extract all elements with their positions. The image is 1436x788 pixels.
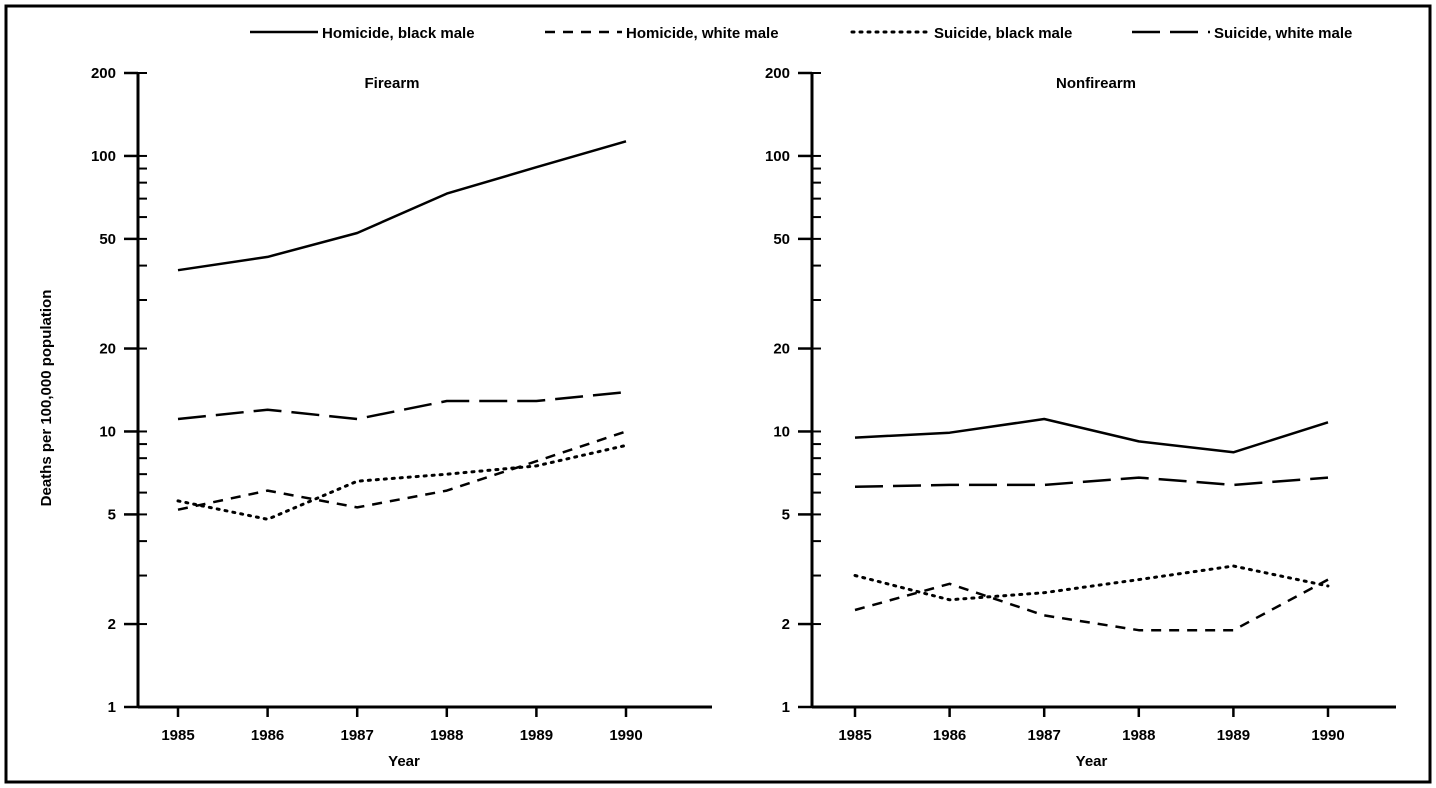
y-tick-label-20: 20 (99, 341, 116, 358)
y-tick-label-100: 100 (765, 148, 790, 165)
x-tick-label-1989: 1989 (1217, 727, 1250, 744)
legend-item-homicide-black-male: Homicide, black male (250, 25, 475, 42)
legend: Homicide, black male Homicide, white mal… (250, 25, 1352, 42)
y-tick-label-5: 5 (782, 506, 790, 523)
series-line-suicide-black-male (176, 443, 628, 521)
y-tick-label-5: 5 (108, 506, 116, 523)
x-tick-label-1989: 1989 (520, 727, 553, 744)
x-tick-label-1987: 1987 (1028, 727, 1061, 744)
panel-nonfirearm: Nonfirearm 1 2 5 10 20 50 100 200 1985 1986 1987 198… (765, 65, 1396, 770)
x-tick-label-1985: 1985 (838, 727, 871, 744)
x-tick-label-1985: 1985 (161, 727, 194, 744)
legend-label-suicide-white-male: Suicide, white male (1214, 25, 1352, 42)
y-tick-label-10: 10 (99, 423, 116, 440)
legend-item-suicide-white-male: Suicide, white male (1132, 25, 1352, 42)
y-tick-label-10: 10 (773, 423, 790, 440)
series-line-homicide-white-male (177, 430, 627, 511)
figure-border (4, 4, 1432, 784)
y-tick-label-200: 200 (765, 65, 790, 82)
x-tick-label-1986: 1986 (933, 727, 966, 744)
y-tick-label-20: 20 (773, 341, 790, 358)
y-tick-label-2: 2 (108, 616, 116, 633)
legend-label-homicide-black-male: Homicide, black male (322, 25, 475, 42)
x-tick-label-1986: 1986 (251, 727, 284, 744)
panel-title-firearm: Firearm (364, 75, 419, 92)
panel-firearm: Firearm 1 2 5 10 20 50 100 200 1985 1986 1987 1988 19… (91, 65, 712, 770)
x-tick-label-1988: 1988 (1122, 727, 1155, 744)
x-tick-label-1990: 1990 (1311, 727, 1344, 744)
series-line-suicide-black-male (853, 564, 1330, 602)
x-tick-label-1987: 1987 (341, 727, 374, 744)
legend-label-suicide-black-male: Suicide, black male (934, 25, 1072, 42)
y-tick-label-2: 2 (782, 616, 790, 633)
y-tick-label-1: 1 (782, 699, 790, 716)
legend-label-homicide-white-male: Homicide, white male (626, 25, 779, 42)
panel-title-nonfirearm: Nonfirearm (1056, 75, 1136, 92)
legend-item-homicide-white-male: Homicide, white male (545, 25, 779, 42)
x-tick-label-1988: 1988 (430, 727, 463, 744)
x-axis-title: Year (1076, 753, 1108, 770)
y-tick-label-100: 100 (91, 148, 116, 165)
series-line-homicide-black-male (177, 140, 627, 272)
legend-item-suicide-black-male: Suicide, black male (850, 25, 1072, 42)
x-tick-label-1990: 1990 (609, 727, 642, 744)
x-axis-title: Year (388, 753, 420, 770)
y-tick-label-50: 50 (773, 231, 790, 248)
y-axis-title: Deaths per 100,000 population (38, 290, 55, 507)
y-tick-label-1: 1 (108, 699, 116, 716)
y-tick-label-200: 200 (91, 65, 116, 82)
series-line-suicide-white-male (854, 476, 1329, 489)
y-tick-label-50: 50 (99, 231, 116, 248)
series-line-homicide-black-male (854, 417, 1329, 454)
series-line-homicide-white-male (854, 578, 1329, 632)
